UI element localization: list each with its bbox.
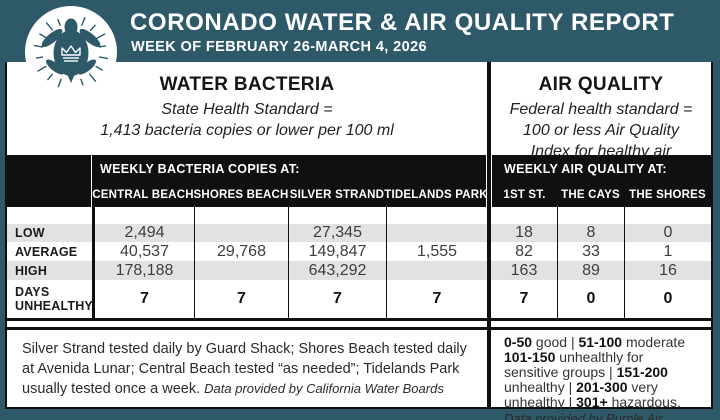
table-cell [386,224,487,242]
table-cell: 82 [515,242,533,260]
table-cell: 7 [194,280,288,318]
table-cell: 7 [288,280,386,318]
section-divider [487,327,491,407]
table-divider [487,155,491,182]
aqi-desc: unhealthly for sensitive groups | [504,349,644,381]
page-title: CORONADO WATER & AIR QUALITY REPORT [130,9,675,36]
table-cell [194,224,288,242]
aqi-desc: unhealthy | [504,379,577,396]
table-divider [487,261,491,280]
sea-turtle-crown-icon [25,6,117,98]
footer-section: Silver Strand tested daily by Guard Shac… [7,327,711,420]
column-header: SILVER STRAND [288,182,386,207]
table-divider [487,207,491,224]
table-cell: 0 [624,280,711,318]
quality-table: WEEKLY BACTERIA COPIES AT: WEEKLY AIR QU… [7,155,711,318]
footer-gap [7,321,711,327]
section-divider [487,321,491,327]
table-cell [386,261,487,280]
aqi-range: 201-300 [576,379,628,396]
table-cell: 7 [386,280,487,318]
table-cell: 8 [557,224,624,242]
column-header: CENTRAL BEACH [92,182,194,207]
table-cell: 29,768 [194,242,288,261]
table-bottom-rule [7,318,711,321]
table-cell: 0 [624,224,711,242]
table-cell: 40,537 [92,242,194,261]
table-divider [487,224,491,242]
row-label-low: LOW [7,224,92,242]
spacer-cell [491,207,557,224]
water-band-title: WEEKLY BACTERIA COPIES AT: [92,155,487,182]
table-cell: 7 [92,280,194,318]
table-divider [487,182,491,207]
column-header: 1ST ST. [491,182,557,207]
table-cell: 1,555 [386,242,487,261]
band-corner-cell [7,182,92,207]
spacer-cell [7,207,92,224]
spacer-cell [624,207,711,224]
air-section-title: AIR QUALITY [538,74,664,95]
spacer-cell [557,207,624,224]
table-cell: 18 [491,224,557,242]
air-quality-scale: 0-50 good | 51-100 moderate 101-150 unhe… [491,327,711,420]
table-cell [194,261,288,280]
aqi-range: 51-100 [578,334,623,350]
water-standard-text: State Health Standard = 1,413 bacteria c… [100,101,394,140]
aqi-desc: hazardous. [607,394,681,411]
table-cell: 1 [624,242,711,261]
spacer-cell [288,207,386,224]
table-cell: 16 [624,261,711,280]
table-divider [487,280,491,318]
table-cell: 27,345 [288,224,386,242]
column-header: TIDELANDS PARK [384,182,488,207]
table-cell: 163 [491,261,557,280]
spacer-cell [194,207,288,224]
spacer-cell [386,207,487,224]
aqi-desc: good | [532,334,579,350]
water-footnote: Silver Strand tested daily by Guard Shac… [7,327,487,407]
table-cell: 2,494 [92,224,194,242]
aqi-range: 301+ [576,394,608,411]
column-header: THE SHORES [624,182,711,207]
water-credit-text: Data provided by California Water Boards [204,381,444,396]
table-cell: 7 [519,290,529,307]
section-divider [487,62,491,155]
air-band-title: WEEKLY AIR QUALITY AT: [491,155,711,182]
column-header: THE CAYS [557,182,624,207]
aqi-desc: very unhealthy | [504,379,658,411]
page-subtitle: WEEK OF FEBRUARY 26-MARCH 4, 2026 [131,39,428,55]
aqi-range: 151-200 [616,364,668,381]
table-divider [487,242,491,261]
row-label-high: HIGH [7,261,92,280]
table-cell: 643,292 [288,261,386,280]
report-card: WATER BACTERIA State Health Standard = 1… [5,62,713,420]
water-standard-panel: WATER BACTERIA State Health Standard = 1… [7,62,487,155]
air-standard-panel: AIR QUALITY Federal health standard = 10… [491,62,711,160]
air-standard-text: Federal health standard = 100 or less Ai… [509,101,693,161]
row-label-days-unhealthy: DAYS UNHEALTHY [15,285,93,313]
table-cell: 0 [557,280,624,318]
air-credit-text: Data provided by Purple Air [504,410,663,420]
aqi-range: 101-150 [504,349,556,366]
aqi-desc: moderate [622,334,686,350]
spacer-cell [92,207,194,224]
aqi-range: 0-50 [504,334,533,350]
band-corner-cell [7,155,92,182]
table-cell: 89 [557,261,624,280]
row-label-average: AVERAGE [15,244,78,259]
water-section-title: WATER BACTERIA [159,74,335,95]
table-cell: 33 [557,242,624,261]
water-note-text: Silver Strand tested daily by Guard Shac… [22,341,467,397]
column-header: SHORES BEACH [193,182,288,207]
standards-section: WATER BACTERIA State Health Standard = 1… [7,62,711,160]
table-cell: 178,188 [92,261,194,280]
table-cell: 149,847 [288,242,386,261]
